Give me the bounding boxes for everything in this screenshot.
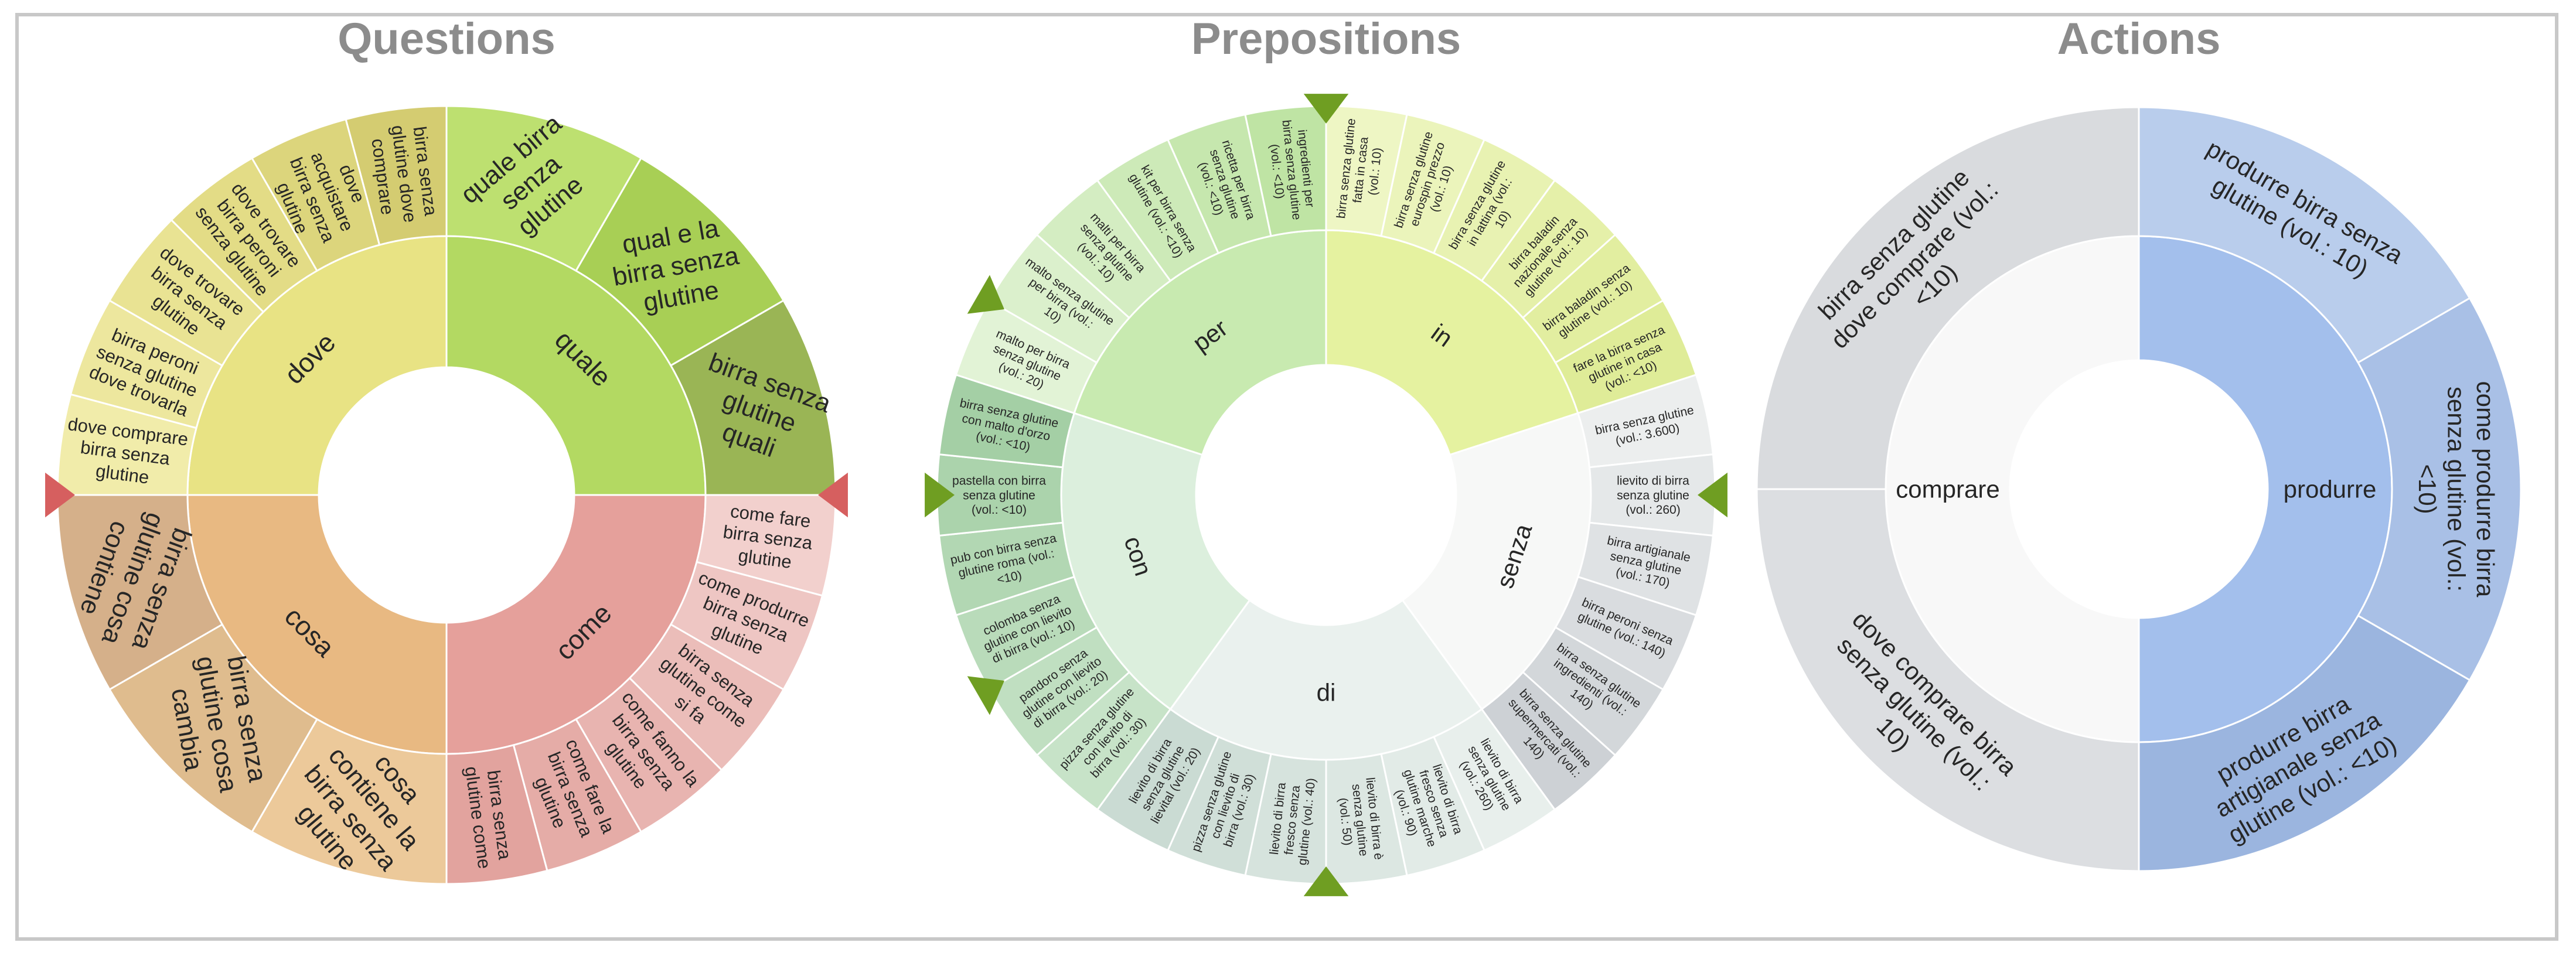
pointer-marker — [1303, 866, 1349, 896]
outer-segment[interactable] — [2138, 106, 2471, 364]
outer-segment[interactable] — [1244, 105, 1327, 237]
outer-segment[interactable] — [345, 105, 448, 246]
outer-segment[interactable] — [2357, 296, 2522, 682]
pointer-marker — [45, 472, 75, 518]
panel-title: Prepositions — [1191, 14, 1461, 64]
outer-label: birra artigianalesenza glutine(vol.: 170… — [1600, 534, 1692, 593]
outer-label: pastella con birra senza glutine (vol.: <1… — [952, 474, 1046, 517]
outer-segment[interactable] — [2138, 614, 2471, 872]
outer-label: lievito di birrafresco senzaglutine (vol… — [1267, 774, 1318, 866]
outer-segment[interactable] — [1756, 488, 2140, 872]
inner-label-comprare: comprare — [1896, 476, 1999, 503]
outer-label: doveacquistarebirra senzaglutine — [266, 138, 379, 254]
pointer-marker — [967, 275, 1004, 314]
inner-label-di: di — [1317, 679, 1336, 706]
panel-title: Actions — [2057, 14, 2221, 64]
pointer-marker — [1698, 472, 1727, 518]
outer-label: birra senzaglutine come — [461, 763, 516, 870]
pointer-marker — [1303, 94, 1349, 124]
pointer-marker — [925, 472, 955, 518]
outer-segment[interactable] — [1756, 106, 2140, 490]
pointer-marker — [818, 472, 848, 518]
outer-label: come produrre birrasenza glutine (vol.:<… — [2414, 381, 2499, 598]
pointer-marker — [967, 676, 1004, 715]
panel-title: Questions — [338, 14, 556, 64]
inner-label-produrre: produrre — [2284, 476, 2377, 503]
